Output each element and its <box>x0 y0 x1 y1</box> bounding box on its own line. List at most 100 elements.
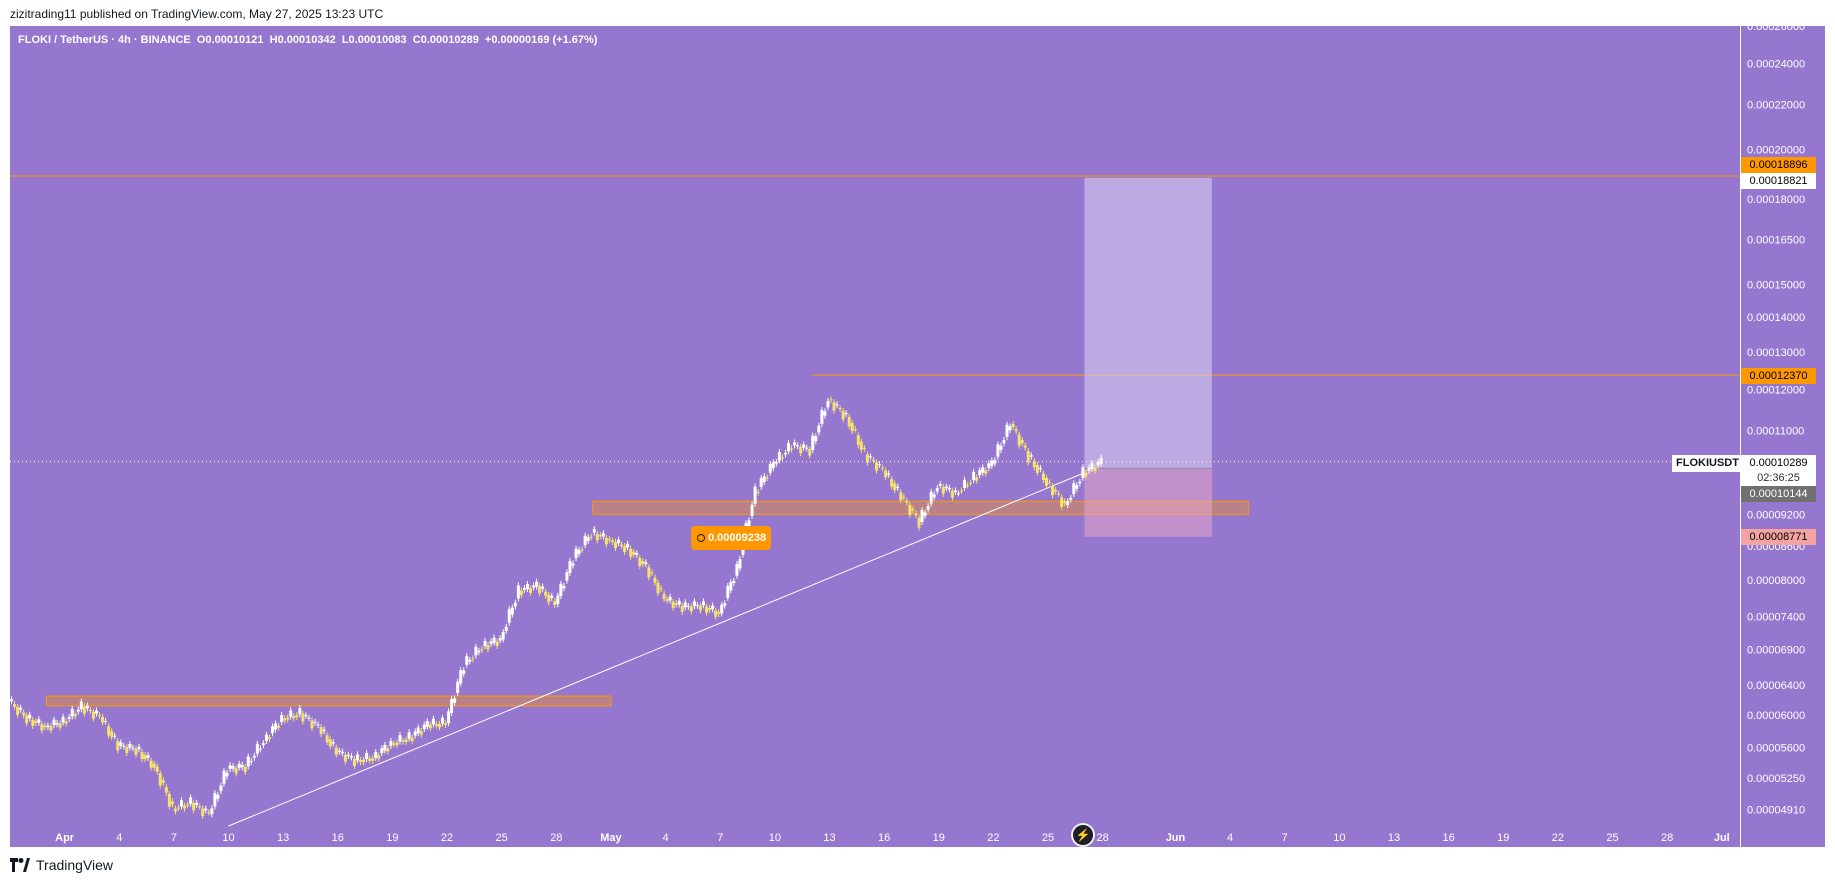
trendline <box>228 472 1085 827</box>
candle-body <box>960 490 963 492</box>
candle-body <box>207 812 211 814</box>
lightning-icon[interactable]: ⚡ <box>1071 823 1095 847</box>
candle-body <box>280 715 284 723</box>
candle-body <box>623 545 627 553</box>
candle-body <box>689 606 693 612</box>
candle-body <box>875 462 879 471</box>
candle-body <box>963 479 967 488</box>
time-tick: 10 <box>1333 832 1345 844</box>
candle-body <box>993 459 997 464</box>
candle-body <box>398 734 402 742</box>
time-tick: 28 <box>1097 832 1109 844</box>
candle-body <box>377 755 381 759</box>
time-tick: 28 <box>1661 832 1673 844</box>
candle-body <box>632 551 636 555</box>
candle-body <box>568 561 572 573</box>
chart-area[interactable]: Apr 4 7 10 13 16 19 22 25 28 May 4 7 10 13 16 19 22 25 28 Ju… <box>10 26 1740 847</box>
time-tick: 4 <box>116 832 122 844</box>
candle-body <box>996 444 1000 457</box>
candle-body <box>252 755 256 758</box>
candle-body <box>298 708 302 715</box>
candle-body <box>76 709 80 712</box>
candle-body <box>535 581 539 587</box>
candle-body <box>796 445 800 447</box>
candle-body <box>37 719 41 723</box>
candle-body <box>966 485 970 487</box>
candle-body <box>817 425 821 433</box>
candle-body <box>1096 461 1100 466</box>
time-tick: 4 <box>663 832 669 844</box>
candle-body <box>25 715 29 724</box>
candle-body <box>43 725 47 728</box>
time-tick: 22 <box>987 832 999 844</box>
candle-body <box>1020 440 1024 444</box>
candle-body <box>274 723 278 730</box>
candle-body <box>686 606 690 608</box>
candle-body <box>1011 423 1015 428</box>
chart-svg[interactable]: Apr 4 7 10 13 16 19 22 25 28 May 4 7 10 13 16 19 22 25 28 Ju… <box>10 26 1740 847</box>
candle-body <box>480 649 484 651</box>
candle-body <box>444 723 448 726</box>
candle-body <box>802 444 806 448</box>
candle-body <box>659 588 663 590</box>
candle-body <box>926 506 930 510</box>
candle-body <box>101 716 105 723</box>
candle-body <box>893 483 897 491</box>
symbol-legend: FLOKI / TetherUS · 4h · BINANCE O0.00010… <box>18 34 598 46</box>
candle-body <box>547 594 551 603</box>
candle-body <box>164 787 168 793</box>
candle-body <box>149 760 153 768</box>
candle-body <box>413 731 417 736</box>
candle-body <box>122 745 126 747</box>
candle-body <box>498 637 502 641</box>
candle-body <box>1002 439 1006 444</box>
candle-body <box>732 580 736 583</box>
candle-body <box>571 563 575 566</box>
candle-body <box>301 713 305 722</box>
price-callout[interactable]: 0.00009238 <box>691 526 771 550</box>
candle-body <box>246 756 250 767</box>
candle-body <box>1005 424 1009 437</box>
candle-body <box>1041 473 1045 480</box>
price-tick: 0.00009200 <box>1747 509 1805 521</box>
price-tick: 0.00011000 <box>1747 425 1804 437</box>
candle-body <box>489 641 493 644</box>
candle-body <box>911 509 915 511</box>
candle-body <box>407 732 411 739</box>
candle-body <box>201 808 205 816</box>
candle-body <box>371 758 375 761</box>
candle-body <box>134 748 138 755</box>
candle-body <box>522 588 526 590</box>
candle-body <box>477 650 481 653</box>
callout-label: 0.00009238 <box>708 532 767 544</box>
candle-body <box>972 471 976 481</box>
candle-body <box>932 494 936 498</box>
candle-body <box>647 567 651 578</box>
candle-body <box>814 436 818 442</box>
candle-body <box>944 486 948 489</box>
candle-body <box>990 460 994 466</box>
candle-body <box>1029 455 1033 457</box>
candle-body <box>808 449 812 456</box>
time-tick: 7 <box>1282 832 1288 844</box>
candle-body <box>723 603 727 606</box>
footer-brand[interactable]: TradingView <box>10 857 113 873</box>
candle-body <box>495 641 499 646</box>
candle-body <box>529 588 533 593</box>
candle-body <box>680 605 684 612</box>
stop-tag: 0.00008771 <box>1741 529 1816 545</box>
candle-body <box>137 746 141 750</box>
candle-body <box>598 535 602 537</box>
time-tick: 22 <box>441 832 453 844</box>
candle-body <box>222 770 226 784</box>
candle-body <box>179 800 183 807</box>
price-axis[interactable]: 0.00026000 0.00024000 0.00022000 0.00020000… <box>1740 26 1825 847</box>
candle-body <box>13 704 17 707</box>
candle-body <box>186 804 190 806</box>
candle-body <box>683 602 687 608</box>
candle-body <box>1087 467 1091 471</box>
callout-dot <box>697 534 705 542</box>
candle-body <box>16 706 20 715</box>
candle-body <box>492 637 496 643</box>
candle-body <box>116 740 120 751</box>
